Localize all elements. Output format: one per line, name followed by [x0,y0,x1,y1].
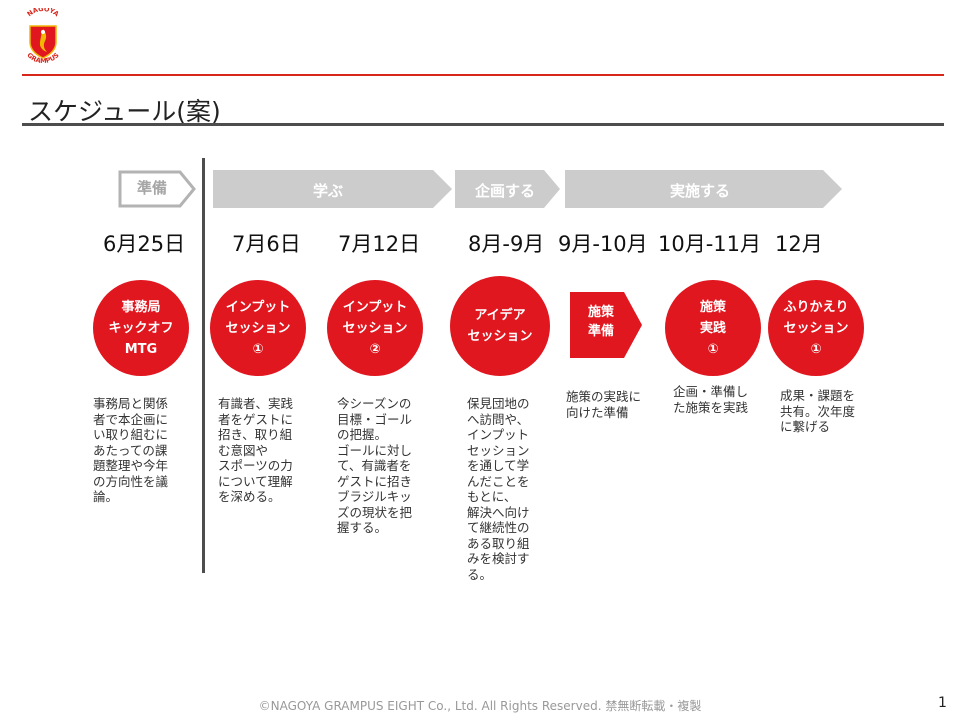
desc-practice: 企画・準備し た施策を実践 [673,384,749,415]
date-1: 6月25日 [103,232,186,256]
phase-plan-label: 企画する [474,182,535,200]
plan-arrow [455,170,560,208]
phase-learn-label: 学ぶ [312,182,343,200]
event-practice-circle: 施策 実践 ① [665,280,761,376]
desc-input1: 有識者、実践 者をゲストに 招き、取り組 む意図や スポーツの力 について理解 を深める。 [218,396,294,504]
date-4: 8月-9月 [468,232,545,256]
event-input2-circle: インプット セッション ② [327,280,423,376]
desc-review: 成果・課題を 共有。次年度 に繋げる [780,388,856,434]
date-2: 7月6日 [232,232,301,256]
event-prep-label: 施策 準備 [587,305,614,339]
desc-input2: 今シーズンの 目標・ゴール の把握。 ゴールに対し て、有識者を ゲストに招き ブラジルキッ… [337,396,413,535]
implement-arrow [565,170,842,208]
phase-prep-label: 準備 [136,179,167,197]
desc-kickoff: 事務局と関係 者で本企画に い取り組むに あたっての課 題整理や今年 の方向性を議 論。 [93,396,169,504]
svg-text:NAGOYA: NAGOYA [26,8,61,18]
date-7: 12月 [775,232,823,256]
page-title: スケジュール(案) [28,97,221,126]
event-review-circle: ふりかえり セッション ① [768,280,864,376]
title-underline [22,123,944,126]
event-idea-circle: アイデア セッション [450,276,550,376]
header-red-rule [22,74,944,76]
event-input1-circle: インプット セッション ① [210,280,306,376]
event-kickoff-circle: 事務局 キックオフ MTG [93,280,189,376]
learn-arrow [213,170,452,208]
desc-prep: 施策の実践に 向けた準備 [566,389,642,420]
prep-chevron-arrow [570,292,642,358]
desc-idea: 保見団地の へ訪問や、 インプット セッション を通して学 んだことを もとに、 解決へ向けて… [467,396,530,582]
prep-arrow [118,170,196,208]
page-number: 1 [938,695,947,711]
date-3: 7月12日 [338,232,421,256]
phase-implement-label: 実施する [669,182,730,200]
timeline-divider [202,158,205,573]
date-5: 9月-10月 [558,232,648,256]
date-6: 10月-11月 [658,232,762,256]
grampus-logo: NAGOYA GRAMPUS [18,5,68,66]
logo-top-text: NAGOYA [26,5,61,18]
copyright-footer: ©NAGOYA GRAMPUS EIGHT Co., Ltd. All Righ… [258,699,702,713]
